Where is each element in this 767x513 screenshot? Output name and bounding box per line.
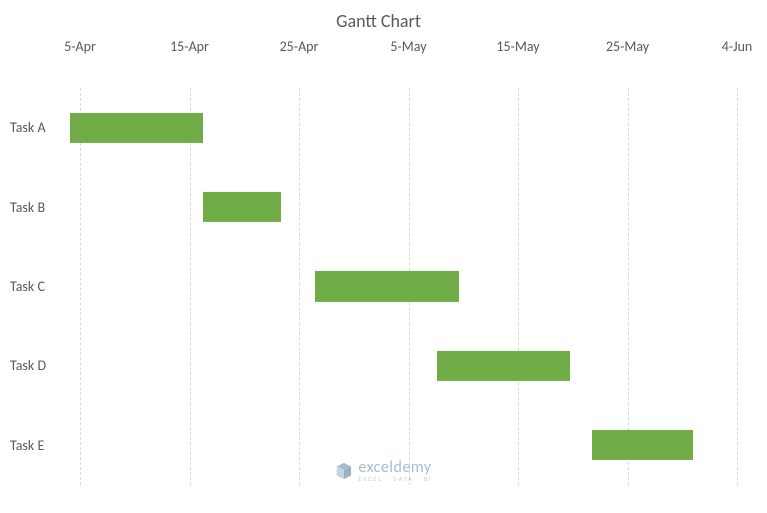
watermark-text: exceldemy EXCEL · DATA · BI <box>358 458 432 483</box>
task-label: Task B <box>10 199 70 216</box>
x-tick-label: 5-May <box>390 38 426 55</box>
chart-title: Gantt Chart <box>10 10 747 32</box>
x-tick-label: 25-Apr <box>280 38 319 55</box>
task-row: Task B <box>10 167 737 246</box>
watermark: exceldemy EXCEL · DATA · BI <box>334 458 432 483</box>
bar-track <box>70 167 737 246</box>
plot-area: Task ATask BTask CTask DTask E <box>80 88 737 485</box>
x-tick-label: 5-Apr <box>64 38 96 55</box>
task-row: Task A <box>10 88 737 167</box>
task-row: Task D <box>10 326 737 405</box>
task-label: Task E <box>10 437 70 454</box>
gantt-bar <box>70 113 203 143</box>
x-axis: 5-Apr15-Apr25-Apr5-May15-May25-May4-Jun <box>80 38 737 58</box>
gantt-bar <box>592 430 692 460</box>
task-label: Task A <box>10 119 70 136</box>
gantt-chart: Gantt Chart 5-Apr 15-Apr 25-Apr 5-May 15-May… <box>0 0 767 513</box>
watermark-cube-icon <box>334 462 352 480</box>
gridline <box>737 88 738 485</box>
watermark-tagline: EXCEL · DATA · BI <box>358 475 432 483</box>
bar-track <box>70 326 737 405</box>
bar-track <box>70 88 737 167</box>
x-tick-label: 25-May <box>606 38 649 55</box>
gantt-bar <box>203 192 281 222</box>
gantt-bar <box>315 271 460 301</box>
x-tick-label: 4-Jun <box>722 38 753 55</box>
task-row: Task C <box>10 247 737 326</box>
bar-track <box>70 247 737 326</box>
task-label: Task D <box>10 357 70 374</box>
x-tick-label: 15-Apr <box>170 38 209 55</box>
x-tick-label: 15-May <box>496 38 539 55</box>
task-label: Task C <box>10 278 70 295</box>
gantt-bar <box>437 351 570 381</box>
